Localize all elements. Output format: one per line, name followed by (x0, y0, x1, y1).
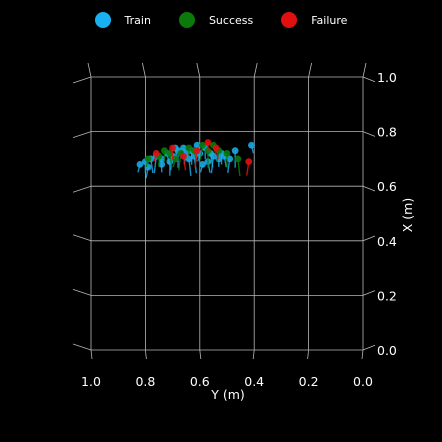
grid-perspective-tick-bottom (145, 349, 147, 360)
y-tick-label: 1.0 (377, 70, 397, 85)
data-point (166, 150, 174, 157)
grid (72, 62, 376, 360)
x-tick-label: 0.0 (353, 374, 373, 389)
grid-perspective-tick-top (196, 62, 201, 78)
y-tick-label: 0.2 (377, 288, 397, 303)
y-tick-label: 0.0 (377, 343, 397, 358)
data-point (210, 152, 217, 160)
data-point (185, 144, 193, 152)
grid-perspective-tick-right (362, 290, 376, 296)
data-point (226, 155, 234, 163)
grid-perspective-tick-bottom (252, 349, 255, 360)
x-tick-label: 0.4 (244, 374, 264, 389)
data-point (231, 147, 239, 155)
grid-perspective-tick-bottom (199, 349, 202, 360)
data-point (204, 147, 212, 155)
data-point (193, 147, 201, 155)
legend-item-failure: Failure (281, 12, 347, 28)
data-point (248, 141, 255, 149)
data-point (193, 141, 201, 149)
data-point (199, 160, 206, 168)
data-point (152, 150, 160, 157)
grid-perspective-tick-top (142, 62, 146, 78)
data-marks (136, 139, 255, 179)
series-failure (152, 139, 253, 176)
legend-item-train: Train (94, 12, 151, 28)
tick-labels: 1.0 0.8 0.6 0.4 0.2 0.0 0.0 0.2 0.4 0.6 0.8 1.0 (81, 70, 397, 389)
data-point (158, 160, 166, 168)
grid-perspective-tick-right (362, 235, 376, 242)
legend-swatch-failure (281, 12, 298, 28)
x-tick-label: 0.8 (135, 374, 155, 389)
y-tick-label: 0.6 (377, 179, 397, 194)
series-success (144, 141, 242, 176)
grid-perspective-tick-right (362, 76, 376, 83)
data-point (234, 155, 242, 163)
data-point (199, 141, 206, 149)
y-tick-label: 0.8 (377, 125, 397, 140)
data-point (212, 144, 220, 152)
grid-perspective-tick-bottom (361, 349, 364, 360)
grid-perspective-tick-left (72, 131, 92, 138)
data-point (185, 155, 193, 163)
data-point (204, 139, 212, 146)
data-point (136, 160, 144, 168)
legend-item-success: Success (178, 12, 254, 28)
legend-swatch-train (94, 12, 111, 28)
data-point (180, 152, 187, 160)
legend-label-train: Train (124, 13, 151, 27)
data-point (144, 155, 152, 163)
y-tick-label: 0.4 (377, 234, 397, 249)
grid-perspective-tick-top (253, 62, 258, 78)
grid-perspective-tick-left (72, 76, 92, 84)
x-tick-label: 0.6 (190, 374, 210, 389)
grid-perspective-tick-right (362, 185, 376, 192)
grid-perspective-tick-top (362, 62, 367, 78)
grid-perspective-tick-bottom (307, 349, 309, 360)
x-axis-label: Y (m) (210, 387, 245, 402)
grid-perspective-tick-left (72, 343, 92, 351)
legend-swatch-success (178, 12, 195, 28)
x-tick-label: 1.0 (81, 374, 101, 389)
grid-perspective-tick-right (362, 344, 376, 351)
grid-perspective-tick-top (308, 62, 312, 78)
legend-label-success: Success (208, 13, 254, 27)
grid-perspective-tick-top (87, 62, 92, 78)
data-point (223, 150, 231, 157)
data-point (144, 163, 152, 171)
data-point (171, 155, 179, 163)
data-point (180, 144, 187, 152)
legend: Train Success Failure (0, 12, 442, 28)
grid-perspective-tick-left (72, 234, 92, 242)
data-point (161, 147, 168, 155)
x-tick-label: 0.2 (299, 374, 319, 389)
y-axis-label: X (m) (400, 198, 415, 232)
grid-perspective-tick-right (362, 131, 376, 137)
grid-perspective-tick-left (72, 289, 92, 296)
grid-perspective-tick-bottom (90, 349, 93, 360)
legend-label-failure: Failure (311, 13, 348, 27)
data-point (245, 158, 253, 166)
data-point (169, 144, 177, 152)
grid-perspective-tick-left (72, 185, 92, 193)
